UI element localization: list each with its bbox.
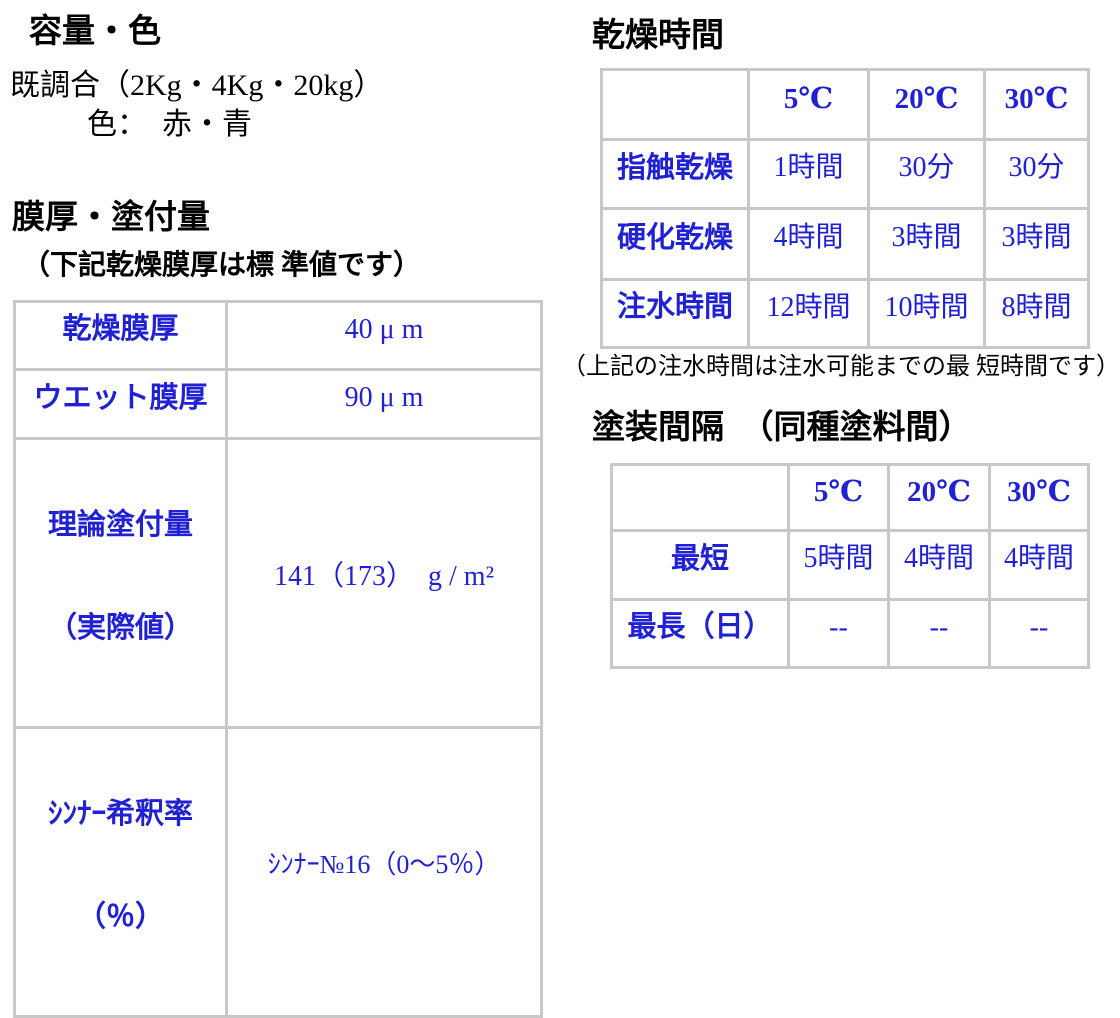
- row-label-line2: （実際値）: [47, 612, 193, 645]
- value-cell: --: [887, 598, 991, 669]
- temp-header-cell: 30℃: [988, 463, 1090, 532]
- coating-interval-title: 塗装間隔 （同種塗料間）: [592, 410, 972, 446]
- capacity-color-title: 容量・色: [29, 14, 161, 50]
- corner-cell: [600, 68, 750, 141]
- table-row: 乾燥膜厚 40 μ m: [13, 300, 543, 371]
- row-value-cell: 90 μ m: [225, 368, 543, 440]
- corner-cell: [610, 463, 790, 532]
- value-cell: --: [787, 598, 890, 669]
- drying-time-table: 5℃ 20℃ 30℃ 指触乾燥 1時間 30分 30分 硬化乾燥 4時間 3時間…: [600, 68, 1090, 349]
- table-row: ｼﾝﾅｰ希釈率 （％） ｼﾝﾅｰ№16（0～5％）: [13, 725, 543, 1018]
- value-cell: 4時間: [747, 207, 870, 281]
- row-label-line2: （％）: [76, 900, 164, 933]
- row-label-cell: ｼﾝﾅｰ希釈率 （％）: [13, 725, 228, 1018]
- value-cell: 1時間: [747, 138, 870, 210]
- table-row: 最長（日） -- -- --: [610, 598, 1090, 669]
- table-row: 最短 5時間 4時間 4時間: [610, 529, 1090, 601]
- spec-sheet-page: { "colors": { "text_blue": "#2121d4", "t…: [10, 14, 1120, 1018]
- color-line: 色： 赤・青: [87, 108, 252, 141]
- temp-header-cell: 5℃: [787, 463, 890, 532]
- value-cell: 10時間: [867, 278, 986, 349]
- coating-interval-table: 5℃ 20℃ 30℃ 最短 5時間 4時間 4時間 最長（日） -- -- --: [610, 463, 1090, 669]
- film-thickness-subtitle: （下記乾燥膜厚は標 準値です）: [22, 250, 422, 281]
- temp-header-cell: 30℃: [983, 68, 1090, 141]
- value-cell: --: [988, 598, 1090, 669]
- table-row: 指触乾燥 1時間 30分 30分: [600, 138, 1090, 210]
- row-label-line1: 理論塗付量: [47, 509, 193, 542]
- row-label-cell: 乾燥膜厚: [13, 300, 228, 371]
- table-row: 硬化乾燥 4時間 3時間 3時間: [600, 207, 1090, 281]
- table-row: ウエット膜厚 90 μ m: [13, 368, 543, 440]
- water-filling-note: （上記の注水時間は注水可能までの最 短時間です）: [562, 354, 1120, 380]
- row-label-cell: 理論塗付量 （実際値）: [13, 437, 228, 729]
- value-cell: 5時間: [787, 529, 890, 601]
- film-thickness-title: 膜厚・塗付量: [12, 200, 210, 236]
- row-label-cell: 硬化乾燥: [600, 207, 750, 281]
- temp-header-cell: 20℃: [867, 68, 986, 141]
- value-cell: 3時間: [983, 207, 1090, 281]
- drying-time-title: 乾燥時間: [592, 18, 724, 54]
- row-label-cell: 指触乾燥: [600, 138, 750, 210]
- row-value-cell: 40 μ m: [225, 300, 543, 371]
- temp-header-cell: 20℃: [887, 463, 991, 532]
- value-cell: 30分: [983, 138, 1090, 210]
- header-row: 5℃ 20℃ 30℃: [600, 68, 1090, 141]
- row-label-cell: ウエット膜厚: [13, 368, 228, 440]
- row-value-cell: ｼﾝﾅｰ№16（0～5％）: [225, 725, 543, 1018]
- row-value-cell: 141（173） g / m²: [225, 437, 543, 729]
- value-cell: 8時間: [983, 278, 1090, 349]
- header-row: 5℃ 20℃ 30℃: [610, 463, 1090, 532]
- table-row: 理論塗付量 （実際値） 141（173） g / m²: [13, 437, 543, 729]
- row-label-line1: ｼﾝﾅｰ希釈率: [47, 798, 193, 831]
- value-cell: 30分: [867, 138, 986, 210]
- capacity-line: 既調合（2Kg・4Kg・20kg）: [10, 69, 384, 102]
- value-cell: 12時間: [747, 278, 870, 349]
- table-row: 注水時間 12時間 10時間 8時間: [600, 278, 1090, 349]
- value-cell: 4時間: [988, 529, 1090, 601]
- row-label-cell: 最短: [610, 529, 790, 601]
- temp-header-cell: 5℃: [747, 68, 870, 141]
- row-label-cell: 注水時間: [600, 278, 750, 349]
- value-cell: 3時間: [867, 207, 986, 281]
- row-label-cell: 最長（日）: [610, 598, 790, 669]
- value-cell: 4時間: [887, 529, 991, 601]
- film-thickness-table: 乾燥膜厚 40 μ m ウエット膜厚 90 μ m 理論塗付量 （実際値） 14…: [13, 300, 543, 1018]
